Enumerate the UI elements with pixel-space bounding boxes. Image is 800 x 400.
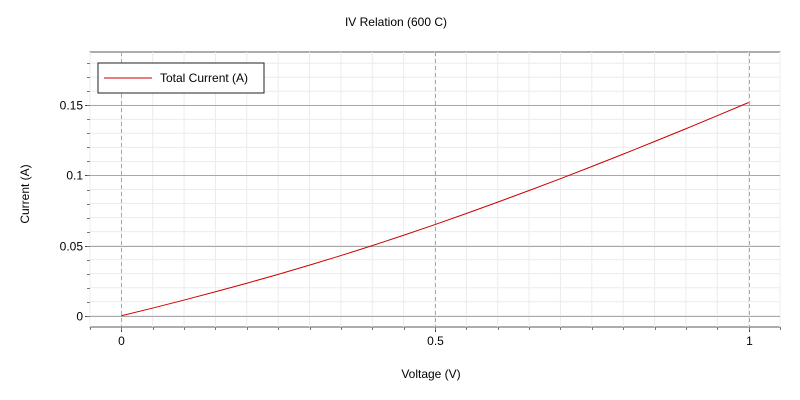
y-tick-label: 0.15 <box>60 99 84 113</box>
y-axis-title: Current (A) <box>18 164 32 223</box>
y-tick-label: 0.05 <box>60 240 84 254</box>
x-tick-label: 0 <box>118 334 125 348</box>
series-layer <box>121 102 749 317</box>
tick-labels: 0 0.5 1 0 0.05 0.1 0.15 <box>60 99 754 349</box>
x-tick-label: 0.5 <box>427 334 444 348</box>
major-grid <box>90 52 780 327</box>
x-tick-label: 1 <box>746 334 753 348</box>
series-line-total-current <box>121 102 749 317</box>
legend: Total Current (A) <box>97 62 265 94</box>
chart-title: IV Relation (600 C) <box>345 15 447 29</box>
x-axis-title: Voltage (V) <box>401 367 460 381</box>
y-tick-label: 0 <box>76 310 83 324</box>
axis-ticks <box>85 63 781 332</box>
y-tick-label: 0.1 <box>66 169 83 183</box>
legend-label: Total Current (A) <box>160 71 248 85</box>
